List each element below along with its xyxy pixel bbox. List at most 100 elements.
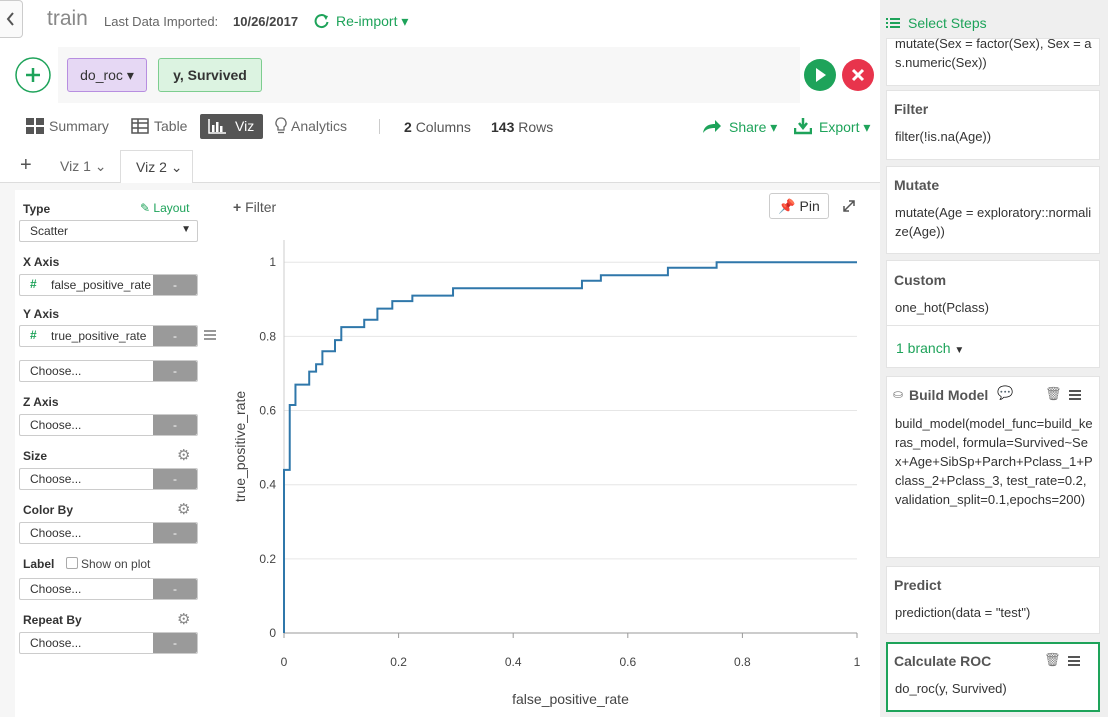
remove-button[interactable]: - bbox=[153, 523, 197, 543]
viz-1-tab[interactable]: Viz 1 ⌄ bbox=[60, 158, 107, 174]
step-code: mutate(Age = exploratory::normalize(Age)… bbox=[895, 205, 1092, 239]
y-axis-field[interactable]: # true_positive_rate - bbox=[19, 325, 198, 347]
numeric-icon: # bbox=[30, 328, 37, 342]
x-axis-value: false_positive_rate bbox=[51, 278, 152, 292]
menu-icon[interactable] bbox=[203, 329, 217, 341]
chart: 0 0.2 0.4 0.6 0.8 1 0 0.2 0.4 0.6 0.8 1 false_positi… bbox=[232, 240, 861, 707]
reimport-text: Re-import bbox=[336, 13, 398, 29]
settings-icon[interactable]: ⚙ bbox=[177, 447, 191, 464]
step-card[interactable]: Custom one_hot(Pclass) 1 branch ▼ bbox=[886, 260, 1100, 368]
row-count: 143 Rows bbox=[491, 119, 553, 135]
branch-link[interactable]: 1 branch ▼ bbox=[896, 340, 965, 356]
menu-icon[interactable] bbox=[1068, 389, 1082, 401]
remove-button[interactable]: - bbox=[153, 633, 197, 653]
step-title: Predict bbox=[894, 577, 942, 593]
remove-button[interactable]: - bbox=[153, 326, 197, 346]
roc-curve bbox=[283, 261, 857, 633]
step-card[interactable]: Filter filter(!is.na(Age)) bbox=[886, 90, 1100, 160]
remove-button[interactable]: - bbox=[153, 469, 197, 489]
x-axis-title: false_positive_rate bbox=[512, 691, 629, 707]
table-tab[interactable]: Table bbox=[154, 118, 188, 134]
filter-text: Filter bbox=[245, 199, 277, 215]
y-axis-label: Y Axis bbox=[23, 307, 60, 321]
viz-2-tab[interactable]: Viz 2 ⌄ bbox=[120, 150, 193, 184]
step-code: do_roc(y, Survived) bbox=[895, 681, 1007, 696]
label-field[interactable]: Choose... - bbox=[19, 578, 198, 600]
branch-text: 1 branch bbox=[896, 340, 951, 356]
step-code: prediction(data = "test") bbox=[895, 605, 1031, 620]
share-button[interactable]: Share ▾ bbox=[729, 119, 778, 135]
type-label: Type bbox=[23, 202, 51, 216]
settings-icon[interactable]: ⚙ bbox=[177, 611, 191, 628]
step-card[interactable]: Predict prediction(data = "test") bbox=[886, 566, 1100, 634]
viz-2-label: Viz 2 bbox=[136, 159, 167, 175]
step-title: Build Model bbox=[909, 387, 989, 403]
remove-button[interactable]: - bbox=[153, 579, 197, 599]
filter-button[interactable]: + Filter bbox=[233, 199, 277, 215]
y-tick-label: 0.2 bbox=[259, 552, 276, 566]
column-count-label: Columns bbox=[415, 119, 471, 135]
menu-icon[interactable] bbox=[1067, 655, 1081, 667]
steps-icon bbox=[886, 18, 900, 28]
caret: ▼ bbox=[181, 224, 191, 235]
step-title: Mutate bbox=[894, 177, 940, 193]
x-tick-label: 0.8 bbox=[734, 655, 751, 669]
step-code: build_model(model_func=build_keras_model… bbox=[895, 416, 1093, 507]
reimport-link[interactable]: Re-import ▾ bbox=[336, 13, 409, 29]
add-step-button[interactable] bbox=[14, 56, 52, 94]
argument-token[interactable]: y, Survived bbox=[158, 58, 262, 92]
repeat-field[interactable]: Choose... - bbox=[19, 632, 198, 654]
column-count-number: 2 bbox=[404, 119, 412, 135]
step-code: mutate(Sex = factor(Sex), Sex = as.numer… bbox=[895, 36, 1092, 70]
step-title: Calculate ROC bbox=[894, 653, 992, 669]
table-icon bbox=[131, 118, 149, 134]
add-viz-button[interactable]: + bbox=[20, 154, 32, 176]
import-label: Last Data Imported: bbox=[104, 14, 219, 29]
size-field[interactable]: Choose... - bbox=[19, 468, 198, 490]
back-icon bbox=[6, 12, 14, 26]
placeholder: Choose... bbox=[30, 526, 82, 540]
type-value: Scatter bbox=[30, 224, 69, 238]
run-button[interactable] bbox=[803, 58, 837, 92]
function-token[interactable]: do_roc ▾ bbox=[67, 58, 147, 92]
color-field[interactable]: Choose... - bbox=[19, 522, 198, 544]
settings-icon[interactable]: ⚙ bbox=[177, 501, 191, 518]
delete-icon[interactable]: 🗑 bbox=[1045, 386, 1062, 401]
separator bbox=[379, 119, 380, 134]
argument-text: y, Survived bbox=[173, 67, 247, 83]
y-axis-extra-field[interactable]: Choose... - bbox=[19, 360, 198, 382]
analytics-tab[interactable]: Analytics bbox=[291, 118, 348, 134]
layout-button[interactable]: ✎ Layout bbox=[140, 201, 190, 215]
x-tick-label: 0.4 bbox=[505, 655, 522, 669]
cancel-button[interactable] bbox=[841, 58, 875, 92]
z-axis-field[interactable]: Choose... - bbox=[19, 414, 198, 436]
back-button[interactable] bbox=[0, 0, 23, 38]
summary-tab[interactable]: Summary bbox=[49, 118, 109, 134]
viz-tab[interactable]: Viz bbox=[200, 114, 263, 139]
column-count: 2 Columns bbox=[404, 119, 471, 135]
remove-button[interactable]: - bbox=[153, 415, 197, 435]
comment-icon[interactable]: 💬 bbox=[997, 385, 1014, 400]
row-count-number: 143 bbox=[491, 119, 515, 135]
x-tick-label: 0.6 bbox=[619, 655, 636, 669]
step-card-selected[interactable]: Calculate ROC 🗑 do_roc(y, Survived) bbox=[886, 642, 1100, 712]
pin-button[interactable]: 📌 Pin bbox=[769, 193, 829, 219]
size-label: Size bbox=[23, 449, 48, 463]
export-button[interactable]: Export ▾ bbox=[819, 119, 871, 135]
placeholder: Choose... bbox=[30, 418, 82, 432]
step-card[interactable]: mutate(Sex = factor(Sex), Sex = as.numer… bbox=[886, 36, 1100, 86]
tab-baseline bbox=[0, 182, 880, 183]
x-axis-field[interactable]: # false_positive_rate - bbox=[19, 274, 198, 296]
label-label: Label bbox=[23, 557, 55, 571]
steps-title[interactable]: Select Steps bbox=[908, 15, 987, 31]
step-card[interactable]: Build Model ⛀ 💬 🗑 build_model(model_func=bui… bbox=[886, 376, 1100, 558]
expand-icon[interactable] bbox=[842, 199, 856, 213]
type-select[interactable]: Scatter ▼ bbox=[19, 220, 198, 242]
remove-button[interactable]: - bbox=[153, 361, 197, 381]
remove-button[interactable]: - bbox=[153, 275, 197, 295]
data-frame-name: train bbox=[47, 7, 88, 30]
delete-icon[interactable]: 🗑 bbox=[1044, 652, 1061, 667]
show-on-plot-checkbox[interactable] bbox=[66, 557, 78, 569]
